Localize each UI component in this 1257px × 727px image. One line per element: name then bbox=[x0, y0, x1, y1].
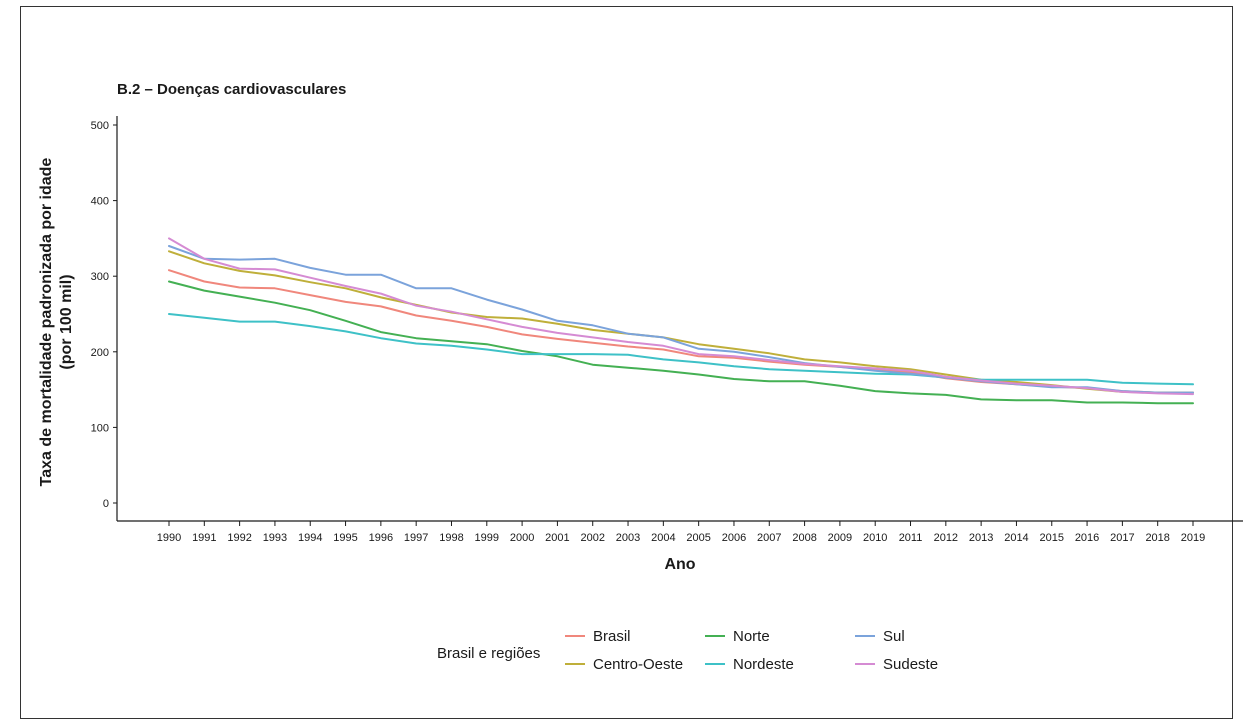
legend-label: Norte bbox=[733, 628, 770, 645]
y-tick-label: 500 bbox=[91, 120, 109, 132]
x-tick-label: 2011 bbox=[899, 532, 923, 544]
legend-item-norte: Norte bbox=[705, 628, 770, 645]
x-tick-label: 2009 bbox=[828, 532, 852, 544]
series-line-centro-oeste bbox=[168, 250, 1194, 394]
y-tick-label: 0 bbox=[103, 498, 109, 510]
legend-label: Brasil bbox=[593, 628, 631, 645]
x-tick-label: 2004 bbox=[651, 532, 675, 544]
y-axis-title-line-1: Taxa de mortalidade padronizada por idad… bbox=[38, 158, 55, 487]
x-tick-label: 1990 bbox=[157, 532, 181, 544]
legend-item-centro-oeste: Centro-Oeste bbox=[565, 656, 683, 673]
series-lines bbox=[168, 237, 1194, 405]
x-tick-label: 1996 bbox=[369, 532, 393, 544]
x-tick-label: 2012 bbox=[934, 532, 958, 544]
y-axis-title: Taxa de mortalidade padronizada por idad… bbox=[38, 158, 75, 487]
x-tick-label: 1991 bbox=[192, 532, 216, 544]
series-line-norte bbox=[168, 280, 1194, 405]
x-tick-label: 2018 bbox=[1145, 532, 1169, 544]
x-tick-label: 2002 bbox=[580, 532, 604, 544]
x-tick-label: 2007 bbox=[757, 532, 781, 544]
x-tick-label: 1993 bbox=[263, 532, 287, 544]
x-tick-label: 1994 bbox=[298, 532, 322, 544]
legend-label: Sudeste bbox=[883, 656, 938, 673]
chart-frame bbox=[20, 6, 1233, 719]
series-line-sul bbox=[168, 245, 1194, 394]
x-tick-label: 2016 bbox=[1075, 532, 1099, 544]
x-tick-label: 1995 bbox=[333, 532, 357, 544]
legend-title: Brasil e regiões bbox=[437, 645, 540, 662]
x-tick-label: 2015 bbox=[1040, 532, 1064, 544]
x-axis-title: Ano bbox=[664, 556, 695, 573]
series-line-brasil bbox=[168, 269, 1194, 394]
series-line-sudeste bbox=[168, 237, 1194, 396]
y-tick-label: 100 bbox=[91, 422, 109, 434]
x-axis-ticks: 1990 1991 1992 1993 1994 1995 1996 1997 1998 1999… bbox=[157, 521, 1205, 544]
x-tick-label: 2000 bbox=[510, 532, 534, 544]
y-tick-label: 400 bbox=[91, 196, 109, 208]
legend-label: Nordeste bbox=[733, 656, 794, 673]
y-tick-label: 200 bbox=[91, 347, 109, 359]
x-tick-label: 1997 bbox=[404, 532, 428, 544]
x-tick-label: 2013 bbox=[969, 532, 993, 544]
x-tick-label: 1992 bbox=[227, 532, 251, 544]
x-tick-label: 2006 bbox=[722, 532, 746, 544]
legend-item-nordeste: Nordeste bbox=[705, 656, 794, 673]
series-line-nordeste bbox=[168, 313, 1194, 386]
x-tick-label: 2003 bbox=[616, 532, 640, 544]
legend: Brasil Centro-Oeste Norte Nordeste Sul Sudest… bbox=[565, 628, 938, 673]
y-axis-title-line-2: (por 100 mil) bbox=[58, 274, 75, 369]
legend-item-sudeste: Sudeste bbox=[855, 656, 938, 673]
y-tick-label: 300 bbox=[91, 271, 109, 283]
x-tick-label: 1999 bbox=[475, 532, 499, 544]
legend-item-brasil: Brasil bbox=[565, 628, 631, 645]
legend-item-sul: Sul bbox=[855, 628, 905, 645]
legend-label: Sul bbox=[883, 628, 905, 645]
x-tick-label: 2019 bbox=[1181, 532, 1205, 544]
x-tick-label: 2017 bbox=[1110, 532, 1134, 544]
x-tick-label: 1998 bbox=[439, 532, 463, 544]
x-tick-label: 2008 bbox=[792, 532, 816, 544]
y-axis-ticks: 0 100 200 300 400 500 bbox=[91, 120, 117, 510]
x-tick-label: 2014 bbox=[1004, 532, 1028, 544]
x-tick-label: 2001 bbox=[545, 532, 569, 544]
x-tick-label: 2010 bbox=[863, 532, 887, 544]
x-tick-label: 2005 bbox=[686, 532, 710, 544]
chart-subtitle: B.2 – Doenças cardiovasculares bbox=[117, 81, 346, 98]
legend-label: Centro-Oeste bbox=[593, 656, 683, 673]
